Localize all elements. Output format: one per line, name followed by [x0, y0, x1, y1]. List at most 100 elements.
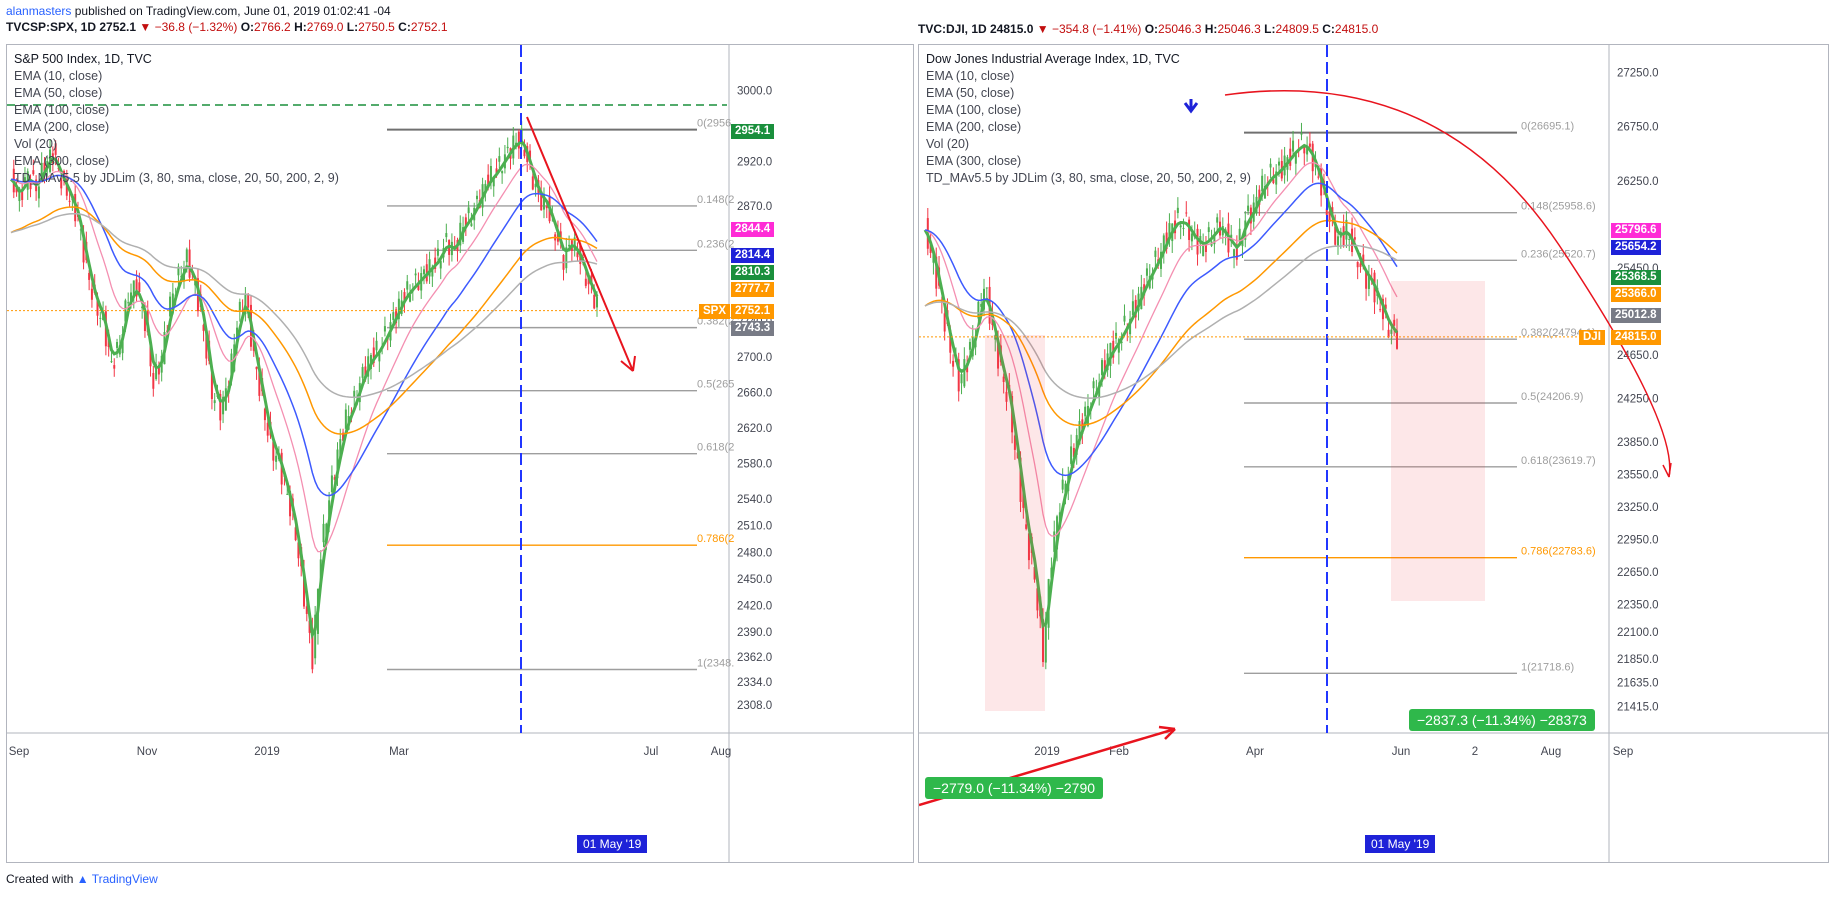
- candle-body: [1247, 205, 1250, 212]
- candle-body: [63, 171, 66, 176]
- candle-body: [263, 408, 266, 421]
- x-tick-label: Feb: [1109, 746, 1129, 758]
- tradingview-link[interactable]: TradingView: [91, 872, 158, 886]
- candle-body: [1145, 268, 1148, 276]
- candle-body: [205, 334, 208, 359]
- candle-body: [342, 432, 345, 441]
- candle-body: [82, 233, 85, 263]
- candle-body: [375, 340, 378, 351]
- candle-body: [1190, 233, 1193, 242]
- candle-body: [188, 249, 191, 278]
- price-tag: 2844.4: [731, 221, 775, 237]
- measure-label-1[interactable]: −2779.0 (−11.34%) −2790: [925, 777, 1104, 799]
- y-tick-label: 21850.0: [1617, 654, 1659, 666]
- candle-body: [534, 183, 537, 188]
- candle-body: [545, 206, 548, 209]
- candle-body: [127, 302, 130, 304]
- dji-chart-panel[interactable]: 27250.026750.026250.025450.024650.024250…: [918, 44, 1829, 863]
- dji-chart-canvas[interactable]: 27250.026750.026250.025450.024650.024250…: [919, 45, 1828, 862]
- x-tick-label: 2: [1472, 746, 1478, 758]
- fib-level-label: 0.5(24206.9): [1521, 391, 1583, 403]
- dji-indicator[interactable]: TD_MAv5.5 by JDLim (3, 80, sma, close, 2…: [926, 171, 1251, 185]
- candle-body: [392, 312, 395, 320]
- candle-body: [1070, 446, 1073, 464]
- spx-indicator[interactable]: Vol (20): [14, 137, 58, 151]
- dji-indicator[interactable]: EMA (300, close): [926, 154, 1022, 168]
- candle-body: [247, 294, 250, 308]
- published-info: published on TradingView.com, June 01, 2…: [74, 4, 391, 18]
- measure-box-1: [985, 335, 1045, 711]
- candle-body: [1387, 329, 1390, 338]
- x-tick-label: Jul: [644, 746, 659, 758]
- spx-indicator[interactable]: EMA (100, close): [14, 103, 110, 117]
- candle-body: [29, 181, 32, 190]
- candle-body: [143, 310, 146, 332]
- candle-body: [1353, 237, 1356, 240]
- candle-body: [152, 373, 155, 389]
- candle-body: [294, 527, 297, 541]
- candle-body: [1165, 232, 1168, 250]
- candle-body: [116, 341, 119, 348]
- spx-chart-canvas[interactable]: 3000.02920.02870.02810.02740.02700.02660…: [7, 45, 913, 862]
- x-tick-label: Apr: [1246, 746, 1264, 758]
- dji-indicator[interactable]: EMA (100, close): [926, 103, 1022, 117]
- ema-200-line: [10, 206, 598, 435]
- symbol-tag: DJI: [1579, 329, 1605, 345]
- candle-body: [542, 193, 545, 210]
- candle-body: [23, 177, 26, 182]
- x-tick-label: Sep: [1613, 746, 1633, 758]
- candle-body: [1396, 330, 1398, 349]
- spx-indicator[interactable]: TD_MAv5.5 by JDLim (3, 80, sma, close, 2…: [14, 171, 339, 185]
- header: alanmasters published on TradingView.com…: [6, 4, 448, 34]
- candle-body: [1202, 245, 1205, 257]
- candle-body: [330, 475, 333, 492]
- candle-body: [202, 324, 205, 331]
- ema-10-line: [923, 143, 1399, 629]
- dji-indicator[interactable]: EMA (200, close): [926, 120, 1022, 134]
- candle-body: [1182, 227, 1185, 229]
- y-tick-label: 22650.0: [1617, 567, 1659, 579]
- right-o-value: 25046.3: [1158, 22, 1202, 36]
- candle-body: [1185, 212, 1188, 214]
- footer: Created with ▲ TradingView: [6, 872, 158, 886]
- candle-body: [1292, 140, 1295, 152]
- ema-100-line: [10, 174, 598, 497]
- candle-body: [501, 171, 504, 174]
- candle-body: [523, 149, 526, 157]
- left-c-value: 2752.1: [410, 20, 448, 34]
- candle-body: [18, 188, 21, 202]
- spx-indicator[interactable]: EMA (50, close): [14, 86, 103, 100]
- right-o-label: O:: [1144, 22, 1159, 36]
- y-tick-label: 2870.0: [737, 201, 772, 213]
- candle-body: [1084, 406, 1087, 417]
- spx-indicator[interactable]: EMA (10, close): [14, 69, 103, 83]
- dji-indicator[interactable]: Vol (20): [926, 137, 970, 151]
- price-tag: 24815.0: [1611, 329, 1661, 345]
- ema-100-line: [924, 182, 1398, 477]
- spx-chart-panel[interactable]: 3000.02920.02870.02810.02740.02700.02660…: [6, 44, 914, 863]
- candle-body: [464, 217, 467, 227]
- candle-body: [489, 166, 492, 182]
- dji-indicator[interactable]: EMA (10, close): [926, 69, 1015, 83]
- candle-body: [308, 620, 311, 633]
- candle-body: [431, 266, 434, 277]
- x-tick-label: Aug: [711, 746, 731, 758]
- author-link[interactable]: alanmasters: [6, 4, 72, 18]
- candle-body: [311, 627, 314, 670]
- candle-body: [1176, 207, 1179, 214]
- candle-body: [1289, 148, 1292, 166]
- candle-body: [957, 359, 960, 392]
- spx-indicator[interactable]: EMA (300, close): [14, 154, 110, 168]
- dji-indicator[interactable]: EMA (50, close): [926, 86, 1015, 100]
- candle-body: [364, 366, 367, 380]
- projection-curve: [1224, 89, 1671, 478]
- candle-body: [1131, 301, 1134, 316]
- spx-indicator[interactable]: EMA (200, close): [14, 120, 110, 134]
- candle-body: [1005, 391, 1008, 402]
- candle-body: [79, 229, 82, 231]
- candle-body: [565, 247, 568, 269]
- candle-body: [1137, 293, 1140, 311]
- measure-label-2[interactable]: −2837.3 (−11.34%) −28373: [1409, 709, 1595, 731]
- candle-body: [219, 393, 222, 421]
- candle-body: [467, 207, 470, 214]
